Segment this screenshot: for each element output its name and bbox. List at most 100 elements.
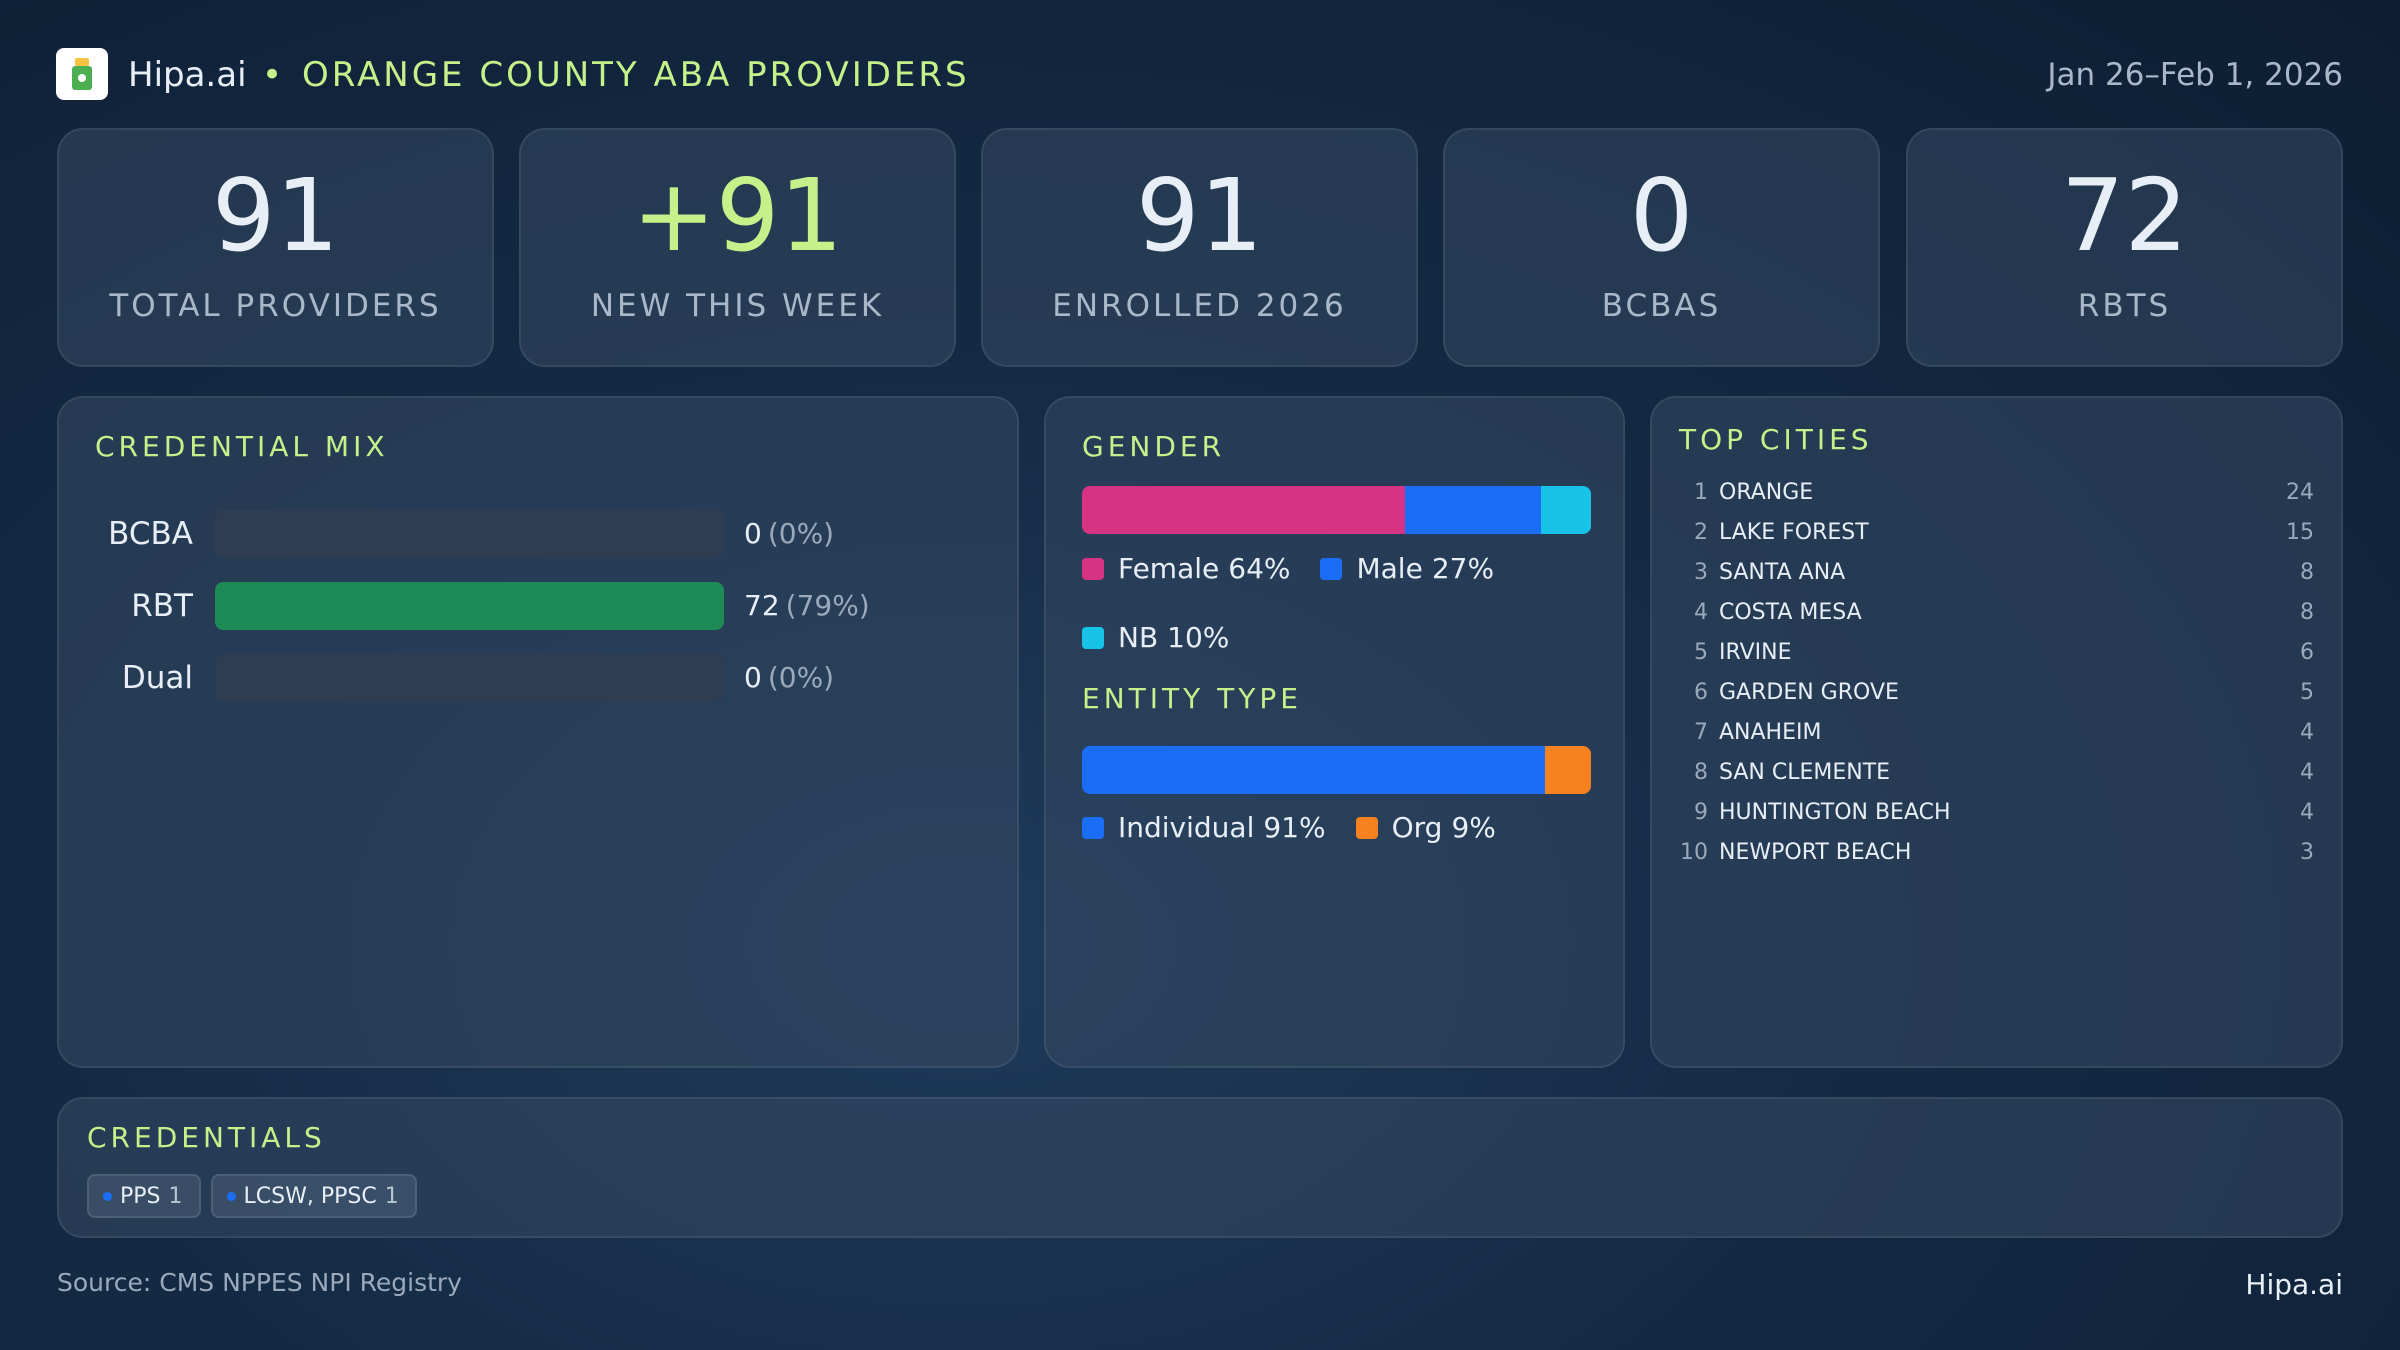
city-row: 3 SANTA ANA 8 <box>1652 553 2341 593</box>
legend-name: Org <box>1391 811 1443 844</box>
percent: (0%) <box>767 661 835 694</box>
credential-row: Dual 0 (0%) <box>59 654 1017 702</box>
chip-count: 1 <box>168 1183 183 1209</box>
city-count: 4 <box>2300 760 2314 785</box>
bar-track <box>215 582 724 630</box>
credential-value: 0 (0%) <box>744 510 834 558</box>
top-cities-panel: TOP CITIES 1 ORANGE 24 2 LAKE FOREST 15 3 SANTA… <box>1650 396 2343 1068</box>
bar <box>215 582 724 630</box>
city-count: 4 <box>2300 720 2314 745</box>
city-row: 9 HUNTINGTON BEACH 4 <box>1652 793 2341 833</box>
city-count: 8 <box>2300 560 2314 585</box>
credential-mix-panel: CREDENTIAL MIX BCBA 0 (0%) RBT 72 (79%) Dual 0(… <box>57 396 1019 1068</box>
percent: (0%) <box>767 517 835 550</box>
section-title: GENDER <box>1082 430 1226 463</box>
city-count: 3 <box>2300 840 2314 865</box>
legend-value: 9% <box>1451 811 1496 844</box>
page-title: ORANGE COUNTY ABA PROVIDERS <box>302 55 970 95</box>
city-row: 8 SAN CLEMENTE 4 <box>1652 753 2341 793</box>
legend-swatch <box>1320 557 1343 580</box>
chip-dot <box>103 1191 112 1201</box>
legend-swatch <box>1355 816 1378 839</box>
bar-track <box>215 510 724 558</box>
credential-chip: PPS 1 <box>87 1174 201 1218</box>
credentials-panel: CREDENTIALS PPS 1 LCSW, PPSC 1 <box>57 1097 2343 1238</box>
city-rank: 1 <box>1694 480 1708 505</box>
section-title: ENTITY TYPE <box>1082 682 1302 715</box>
city-count: 4 <box>2300 800 2314 825</box>
legend-item: Female 64% <box>1082 552 1290 585</box>
chip-name: LCSW, PPSC <box>243 1183 377 1209</box>
chip-count: 1 <box>384 1183 399 1209</box>
city-name: HUNTINGTON BEACH <box>1719 800 1951 825</box>
city-rank: 4 <box>1694 600 1708 625</box>
city-rank: 8 <box>1694 760 1708 785</box>
kpi-value: 91 <box>211 157 340 274</box>
city-count: 6 <box>2300 640 2314 665</box>
kpi-value: 91 <box>1135 157 1264 274</box>
city-name: SANTA ANA <box>1719 560 1846 585</box>
segment <box>1082 746 1546 794</box>
legend-item: Male 27% <box>1320 552 1494 585</box>
kpi-card: +91 NEW THIS WEEK <box>519 128 956 367</box>
entity-legend: Individual 91% Org 9% <box>1082 811 1496 844</box>
city-rank: 6 <box>1694 680 1708 705</box>
logo <box>56 48 108 100</box>
legend-value: 10% <box>1167 621 1230 654</box>
brand: Hipa.ai <box>128 55 247 95</box>
count: 0 <box>744 517 762 550</box>
city-row: 6 GARDEN GROVE 5 <box>1652 673 2341 713</box>
credential-row: BCBA 0 (0%) <box>59 510 1017 558</box>
legend-swatch <box>1082 557 1104 580</box>
credential-label: BCBA <box>108 516 193 552</box>
credential-value: 0 (0%) <box>744 654 834 702</box>
legend-item: Org 9% <box>1355 811 1496 844</box>
count: 0 <box>744 661 762 694</box>
kpi-label: TOTAL PROVIDERS <box>109 288 442 324</box>
segment <box>1082 486 1405 534</box>
city-name: ORANGE <box>1719 480 1814 505</box>
chip-name: PPS <box>120 1183 161 1209</box>
gender-legend: Female 64% Male 27% NB 10% <box>1082 552 1502 654</box>
count: 72 <box>744 589 780 622</box>
legend-value: 27% <box>1431 552 1495 585</box>
date-range: Jan 26–Feb 1, 2026 <box>2047 57 2343 93</box>
credential-label: RBT <box>131 588 193 624</box>
entity-bar <box>1082 746 1591 794</box>
credential-row: RBT 72 (79%) <box>59 582 1017 630</box>
section-title: CREDENTIALS <box>87 1121 326 1154</box>
city-row: 10 NEWPORT BEACH 3 <box>1652 833 2341 873</box>
city-name: IRVINE <box>1719 640 1792 665</box>
legend-swatch <box>1082 626 1104 649</box>
section-title: TOP CITIES <box>1679 423 1873 456</box>
city-name: LAKE FOREST <box>1719 520 1869 545</box>
city-name: ANAHEIM <box>1719 720 1822 745</box>
chip-list: PPS 1 LCSW, PPSC 1 <box>87 1174 417 1218</box>
city-count: 5 <box>2300 680 2314 705</box>
credential-label: Dual <box>121 660 193 696</box>
city-count: 24 <box>2286 480 2314 505</box>
city-row: 7 ANAHEIM 4 <box>1652 713 2341 753</box>
kpi-value: 72 <box>2060 157 2189 274</box>
legend-value: 91% <box>1263 811 1326 844</box>
credential-chip: LCSW, PPSC 1 <box>210 1174 417 1218</box>
city-name: NEWPORT BEACH <box>1719 840 1912 865</box>
legend-name: Male <box>1356 552 1423 585</box>
legend-name: Individual <box>1118 811 1255 844</box>
kpi-label: BCBAS <box>1601 288 1722 324</box>
city-rank: 5 <box>1694 640 1708 665</box>
gender-bar <box>1082 486 1591 534</box>
gender-panel: GENDER Female 64% Male 27% NB 10% ENTITY TYPE… <box>1044 396 1625 1068</box>
city-rank: 2 <box>1694 520 1708 545</box>
kpi-label: ENROLLED 2026 <box>1052 288 1347 324</box>
kpi-card: 72 RBTS <box>1906 128 2343 367</box>
city-row: 4 COSTA MESA 8 <box>1652 593 2341 633</box>
legend-item: Individual 91% <box>1082 811 1326 844</box>
city-count: 8 <box>2300 600 2314 625</box>
footer-brand: Hipa.ai <box>2245 1268 2343 1301</box>
kpi-label: NEW THIS WEEK <box>590 288 885 324</box>
city-row: 2 LAKE FOREST 15 <box>1652 513 2341 553</box>
legend-name: NB <box>1118 621 1159 654</box>
separator: • <box>262 55 283 95</box>
